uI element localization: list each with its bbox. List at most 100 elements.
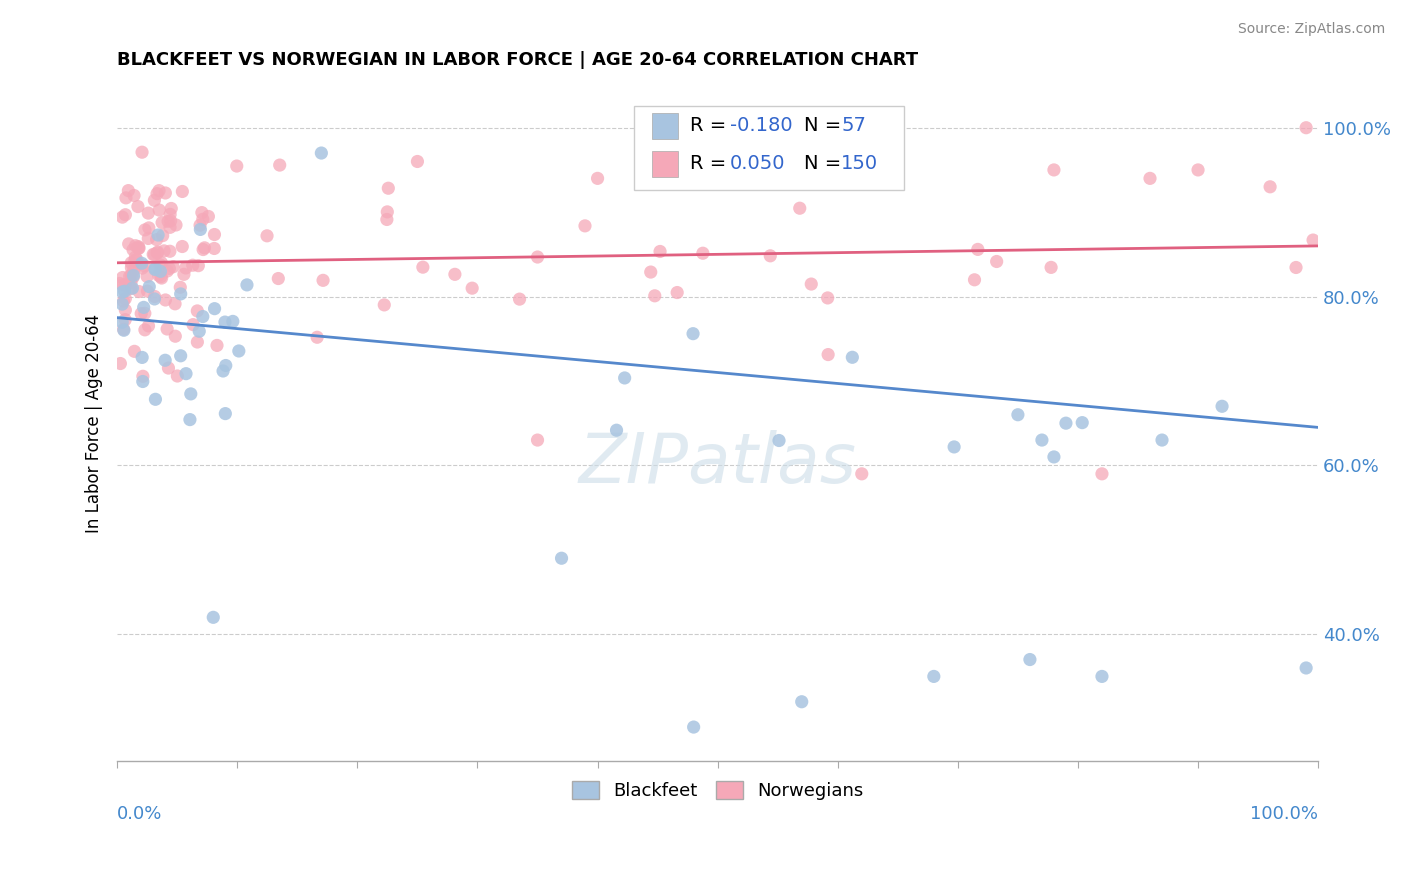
- Point: [112, 323, 135, 337]
- Point: [134, 306, 156, 320]
- Point: [1071, 416, 1094, 430]
- Point: [165, 218, 187, 232]
- Text: 100.0%: 100.0%: [1250, 805, 1319, 822]
- Point: [111, 277, 134, 292]
- Point: [851, 467, 873, 481]
- Point: [647, 154, 669, 169]
- Point: [173, 268, 195, 282]
- Point: [1091, 467, 1114, 481]
- Point: [128, 241, 150, 255]
- Point: [212, 364, 235, 378]
- Point: [267, 271, 290, 285]
- Text: N =: N =: [804, 154, 848, 173]
- Point: [148, 184, 170, 198]
- Point: [768, 434, 790, 448]
- Text: 57: 57: [841, 116, 866, 136]
- Point: [146, 227, 169, 242]
- Point: [131, 261, 153, 276]
- Point: [169, 349, 191, 363]
- Point: [111, 285, 134, 299]
- Point: [143, 194, 166, 208]
- Point: [1054, 416, 1077, 430]
- Point: [127, 240, 149, 254]
- Point: [692, 246, 714, 260]
- Point: [214, 315, 236, 329]
- Point: [136, 269, 159, 284]
- Point: [155, 186, 177, 200]
- Text: Source: ZipAtlas.com: Source: ZipAtlas.com: [1237, 22, 1385, 37]
- Point: [181, 258, 204, 272]
- Point: [138, 220, 160, 235]
- Point: [191, 310, 214, 324]
- Point: [157, 214, 180, 228]
- Point: [143, 247, 166, 261]
- Text: -0.180: -0.180: [730, 116, 793, 136]
- Point: [159, 207, 181, 221]
- Point: [759, 249, 782, 263]
- Point: [111, 315, 134, 329]
- Point: [1211, 399, 1233, 413]
- Point: [986, 254, 1008, 268]
- Point: [111, 270, 134, 285]
- Point: [122, 268, 145, 283]
- Point: [122, 263, 145, 277]
- Point: [682, 720, 704, 734]
- Point: [800, 277, 823, 291]
- Point: [136, 231, 159, 245]
- Point: [1258, 179, 1281, 194]
- Point: [799, 136, 821, 150]
- Point: [121, 281, 143, 295]
- Point: [165, 329, 187, 343]
- Text: R =: R =: [690, 116, 733, 136]
- Point: [215, 359, 238, 373]
- Point: [153, 244, 176, 258]
- Point: [191, 243, 214, 257]
- Point: [312, 273, 335, 287]
- Point: [375, 212, 398, 227]
- Point: [131, 256, 153, 270]
- Point: [120, 260, 142, 275]
- Point: [149, 258, 172, 272]
- Point: [187, 259, 209, 273]
- Point: [132, 375, 155, 389]
- Point: [375, 205, 398, 219]
- Point: [225, 159, 247, 173]
- Point: [114, 208, 136, 222]
- Point: [444, 268, 467, 282]
- Point: [682, 326, 704, 341]
- Point: [156, 264, 179, 278]
- Point: [127, 242, 149, 256]
- Point: [1031, 433, 1053, 447]
- Point: [1019, 652, 1042, 666]
- Point: [186, 304, 208, 318]
- Point: [157, 361, 180, 376]
- Point: [236, 277, 259, 292]
- Text: 0.0%: 0.0%: [117, 805, 163, 822]
- Point: [1043, 163, 1066, 178]
- Point: [644, 289, 666, 303]
- Point: [148, 203, 170, 218]
- Point: [1007, 408, 1029, 422]
- Point: [789, 201, 811, 215]
- Point: [1295, 661, 1317, 675]
- Point: [766, 146, 789, 161]
- Text: N =: N =: [804, 116, 848, 136]
- Point: [170, 286, 193, 301]
- Point: [111, 297, 134, 311]
- Point: [202, 610, 225, 624]
- Point: [172, 239, 194, 253]
- Point: [143, 261, 166, 276]
- Point: [191, 212, 214, 227]
- Point: [134, 323, 156, 337]
- Point: [204, 227, 226, 242]
- Point: [166, 369, 188, 384]
- Point: [146, 245, 169, 260]
- Point: [110, 357, 132, 371]
- Point: [117, 184, 139, 198]
- Point: [132, 369, 155, 384]
- Point: [586, 171, 609, 186]
- Point: [613, 371, 636, 385]
- Point: [120, 281, 142, 295]
- Point: [966, 243, 988, 257]
- Point: [190, 222, 212, 236]
